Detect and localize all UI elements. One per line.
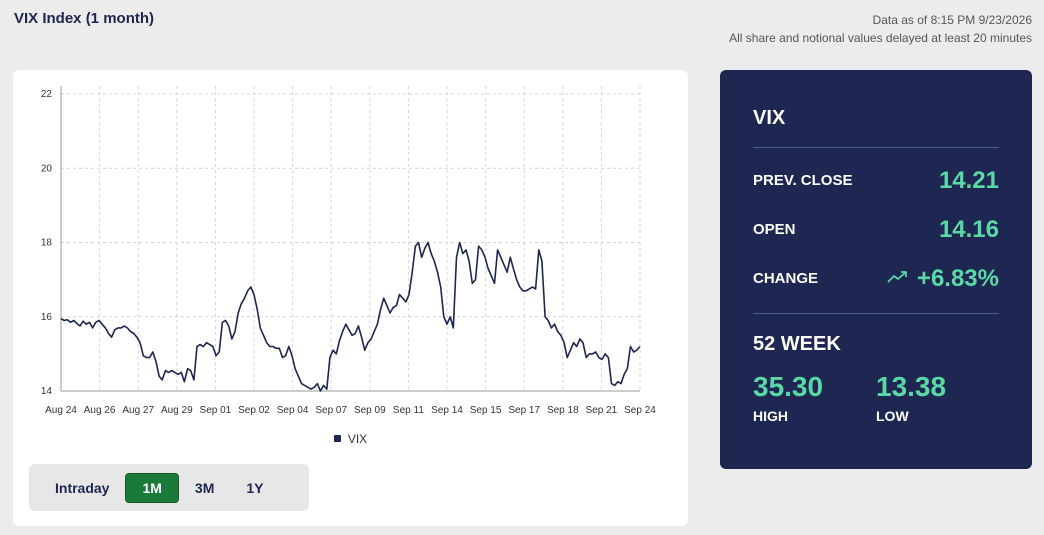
prev-close-label: PREV. CLOSE bbox=[753, 172, 853, 189]
chart-card: 14 16 18 20 22 Aug 24 Aug 26 Aug 27 Aug 29 Sep 01… bbox=[13, 70, 688, 526]
range-intraday-button[interactable]: Intraday bbox=[55, 479, 110, 496]
legend-label: VIX bbox=[347, 432, 368, 446]
x-tick-label: Sep 07 bbox=[315, 405, 347, 416]
week52-low-value: 13.38 bbox=[876, 371, 947, 402]
y-tick-label: 16 bbox=[41, 312, 53, 323]
y-tick-label: 18 bbox=[41, 238, 53, 249]
week52-title: 52 WEEK bbox=[753, 333, 841, 355]
y-tick-label: 14 bbox=[41, 386, 53, 397]
delay-note: All share and notional values delayed at… bbox=[729, 31, 1032, 45]
x-tick-label: Aug 24 bbox=[45, 405, 77, 416]
week52-high-value: 35.30 bbox=[753, 371, 824, 402]
range-1y-button[interactable]: 1Y bbox=[246, 479, 264, 496]
x-tick-label: Sep 17 bbox=[508, 405, 540, 416]
week52-high-label: HIGH bbox=[753, 408, 788, 424]
x-tick-label: Sep 02 bbox=[238, 405, 270, 416]
stats-symbol: VIX bbox=[753, 107, 786, 129]
change-label: CHANGE bbox=[753, 270, 819, 287]
x-tick-label: Sep 04 bbox=[277, 405, 309, 416]
data-timestamp: Data as of 8:15 PM 9/23/2026 All share a… bbox=[729, 11, 1032, 47]
x-tick-label: Sep 21 bbox=[586, 405, 618, 416]
series-line-vix bbox=[60, 241, 641, 392]
x-tick-label: Sep 18 bbox=[547, 405, 579, 416]
legend-swatch bbox=[333, 435, 341, 442]
range-1m-button[interactable]: 1M bbox=[125, 472, 179, 503]
range-3m-button[interactable]: 3M bbox=[194, 479, 215, 496]
x-tick-label: Sep 14 bbox=[431, 405, 463, 416]
prev-close-value: 14.21 bbox=[938, 167, 999, 194]
x-tick-label: Sep 01 bbox=[200, 405, 232, 416]
range-selector: Intraday 1M 3M 1Y bbox=[29, 464, 309, 511]
x-tick-label: Aug 27 bbox=[122, 405, 154, 416]
vix-line-chart[interactable]: 14 16 18 20 22 Aug 24 Aug 26 Aug 27 Aug 29 Sep 01… bbox=[13, 70, 688, 420]
divider bbox=[753, 313, 999, 314]
change-value: +6.83% bbox=[916, 265, 999, 292]
divider bbox=[753, 147, 999, 148]
stats-panel: VIX PREV. CLOSE 14.21 OPEN 14.16 CHANGE … bbox=[720, 70, 1032, 469]
x-tick-label: Aug 26 bbox=[84, 405, 116, 416]
y-tick-label: 20 bbox=[41, 163, 53, 174]
week52-low-label: LOW bbox=[876, 408, 909, 424]
change-value-wrap: +6.83% bbox=[887, 265, 999, 293]
x-tick-label: Aug 29 bbox=[161, 405, 193, 416]
y-tick-label: 22 bbox=[41, 89, 53, 100]
x-tick-label: Sep 09 bbox=[354, 405, 386, 416]
x-tick-label: Sep 15 bbox=[470, 405, 502, 416]
x-tick-label: Sep 11 bbox=[393, 405, 424, 416]
open-label: OPEN bbox=[753, 221, 796, 238]
open-value: 14.16 bbox=[938, 216, 999, 243]
trending-up-icon bbox=[887, 271, 907, 283]
data-as-of: Data as of 8:15 PM 9/23/2026 bbox=[872, 13, 1032, 27]
chart-legend[interactable]: VIX bbox=[13, 432, 688, 446]
page-title: VIX Index (1 month) bbox=[14, 10, 155, 27]
x-tick-label: Sep 24 bbox=[624, 405, 656, 416]
